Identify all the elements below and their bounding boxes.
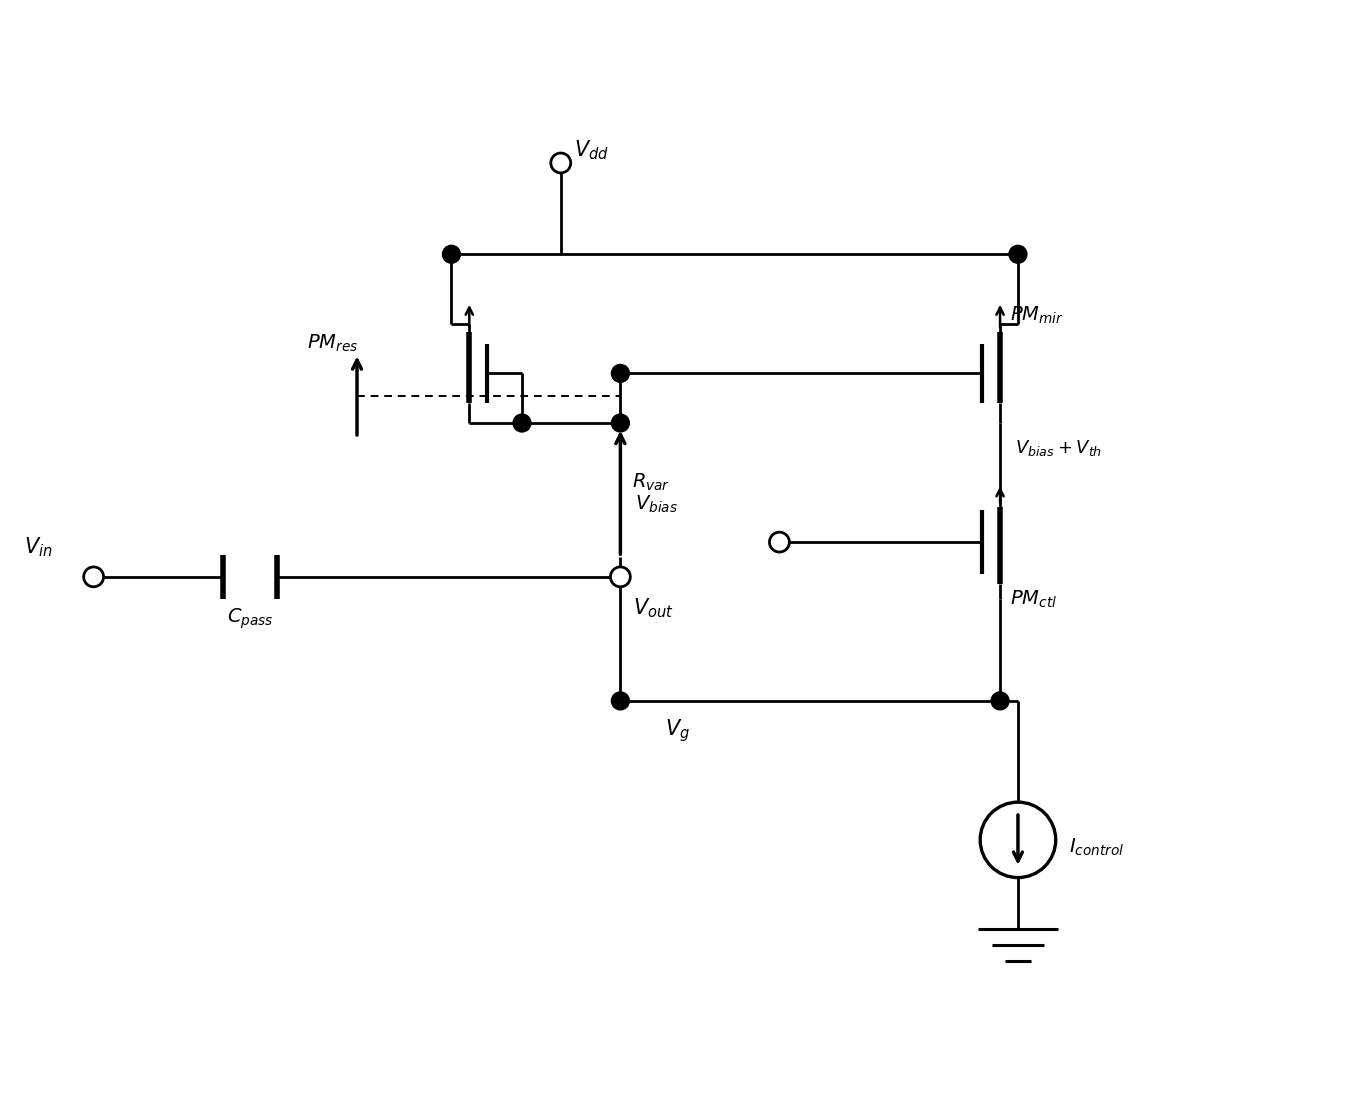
Text: $V_{dd}$: $V_{dd}$ [573,138,609,162]
Text: $I_{control}$: $I_{control}$ [1068,837,1124,858]
Circle shape [83,567,104,587]
Text: $PM_{ctl}$: $PM_{ctl}$ [1010,589,1057,610]
Circle shape [513,414,531,431]
Text: $V_{in}$: $V_{in}$ [25,535,52,559]
Circle shape [1010,246,1027,264]
Circle shape [769,533,789,552]
Text: $V_{bias}$: $V_{bias}$ [635,494,679,515]
Circle shape [611,692,629,709]
Circle shape [992,692,1010,709]
Circle shape [611,365,629,383]
Circle shape [611,414,629,431]
Text: $PM_{mir}$: $PM_{mir}$ [1010,305,1064,327]
Circle shape [551,153,570,172]
Text: $C_{pass}$: $C_{pass}$ [227,606,274,631]
Text: $R_{var}$: $R_{var}$ [632,471,670,494]
Circle shape [442,246,461,264]
Text: $PM_{res}$: $PM_{res}$ [308,332,358,355]
Text: $V_{bias} + V_{th}$: $V_{bias} + V_{th}$ [1015,438,1103,458]
Circle shape [610,567,631,587]
Text: $V_g$: $V_g$ [665,717,689,744]
Text: $V_{out}$: $V_{out}$ [633,597,674,620]
